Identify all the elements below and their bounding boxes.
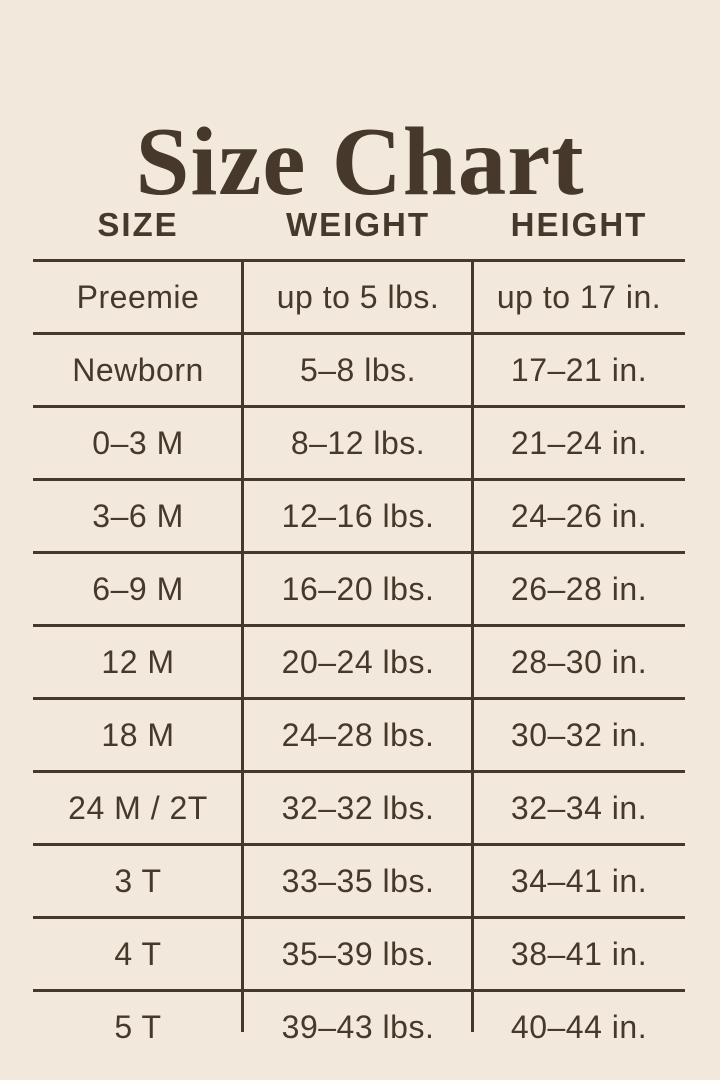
cell-size: 4 T — [114, 935, 162, 972]
table-row: 3 T 33–35 lbs. 34–41 in. — [33, 843, 685, 916]
table-row: 12 M 20–24 lbs. 28–30 in. — [33, 624, 685, 697]
cell-weight: 12–16 lbs. — [281, 497, 435, 534]
column-divider-1 — [241, 259, 244, 1032]
table-row: 6–9 M 16–20 lbs. 26–28 in. — [33, 551, 685, 624]
table-header-row: SIZE WEIGHT HEIGHT — [33, 190, 685, 259]
cell-size: 0–3 M — [92, 424, 184, 461]
size-chart-table: SIZE WEIGHT HEIGHT Preemie up to 5 lbs. … — [33, 190, 685, 1062]
cell-height: 21–24 in. — [510, 424, 648, 461]
table-row: Newborn 5–8 lbs. 17–21 in. — [33, 332, 685, 405]
cell-weight: 24–28 lbs. — [281, 716, 435, 753]
cell-size: 3 T — [114, 862, 162, 899]
cell-size: Newborn — [72, 351, 204, 388]
cell-size: Preemie — [76, 278, 200, 315]
cell-height: 38–41 in. — [510, 935, 648, 972]
cell-size: 3–6 M — [92, 497, 184, 534]
cell-height: 26–28 in. — [510, 570, 648, 607]
column-header-weight: WEIGHT — [286, 205, 430, 243]
cell-height: 40–44 in. — [510, 1008, 648, 1045]
cell-weight: 8–12 lbs. — [290, 424, 426, 461]
cell-weight: up to 5 lbs. — [276, 278, 440, 315]
cell-height: 24–26 in. — [510, 497, 648, 534]
cell-height: 32–34 in. — [510, 789, 648, 826]
table-row: Preemie up to 5 lbs. up to 17 in. — [33, 259, 685, 332]
table-row: 0–3 M 8–12 lbs. 21–24 in. — [33, 405, 685, 478]
cell-height: up to 17 in. — [496, 278, 662, 315]
table-body: Preemie up to 5 lbs. up to 17 in. Newbor… — [33, 259, 685, 1062]
cell-height: 28–30 in. — [510, 643, 648, 680]
column-header-size: SIZE — [97, 205, 179, 243]
cell-weight: 5–8 lbs. — [299, 351, 417, 388]
column-divider-2 — [471, 259, 474, 1032]
page-title: Size Chart — [135, 107, 585, 215]
cell-size: 5 T — [114, 1008, 162, 1045]
cell-weight: 20–24 lbs. — [281, 643, 435, 680]
cell-weight: 16–20 lbs. — [281, 570, 435, 607]
column-header-height: HEIGHT — [510, 205, 648, 243]
cell-weight: 39–43 lbs. — [281, 1008, 435, 1045]
cell-height: 30–32 in. — [510, 716, 648, 753]
table-row: 18 M 24–28 lbs. 30–32 in. — [33, 697, 685, 770]
cell-height: 34–41 in. — [510, 862, 648, 899]
cell-size: 18 M — [101, 716, 175, 753]
table-row: 5 T 39–43 lbs. 40–44 in. — [33, 989, 685, 1062]
cell-weight: 33–35 lbs. — [281, 862, 435, 899]
cell-weight: 32–32 lbs. — [281, 789, 435, 826]
cell-size: 24 M / 2T — [68, 789, 208, 826]
table-row: 3–6 M 12–16 lbs. 24–26 in. — [33, 478, 685, 551]
table-row: 4 T 35–39 lbs. 38–41 in. — [33, 916, 685, 989]
cell-size: 6–9 M — [92, 570, 184, 607]
cell-size: 12 M — [101, 643, 175, 680]
table-row: 24 M / 2T 32–32 lbs. 32–34 in. — [33, 770, 685, 843]
cell-height: 17–21 in. — [510, 351, 648, 388]
cell-weight: 35–39 lbs. — [281, 935, 435, 972]
